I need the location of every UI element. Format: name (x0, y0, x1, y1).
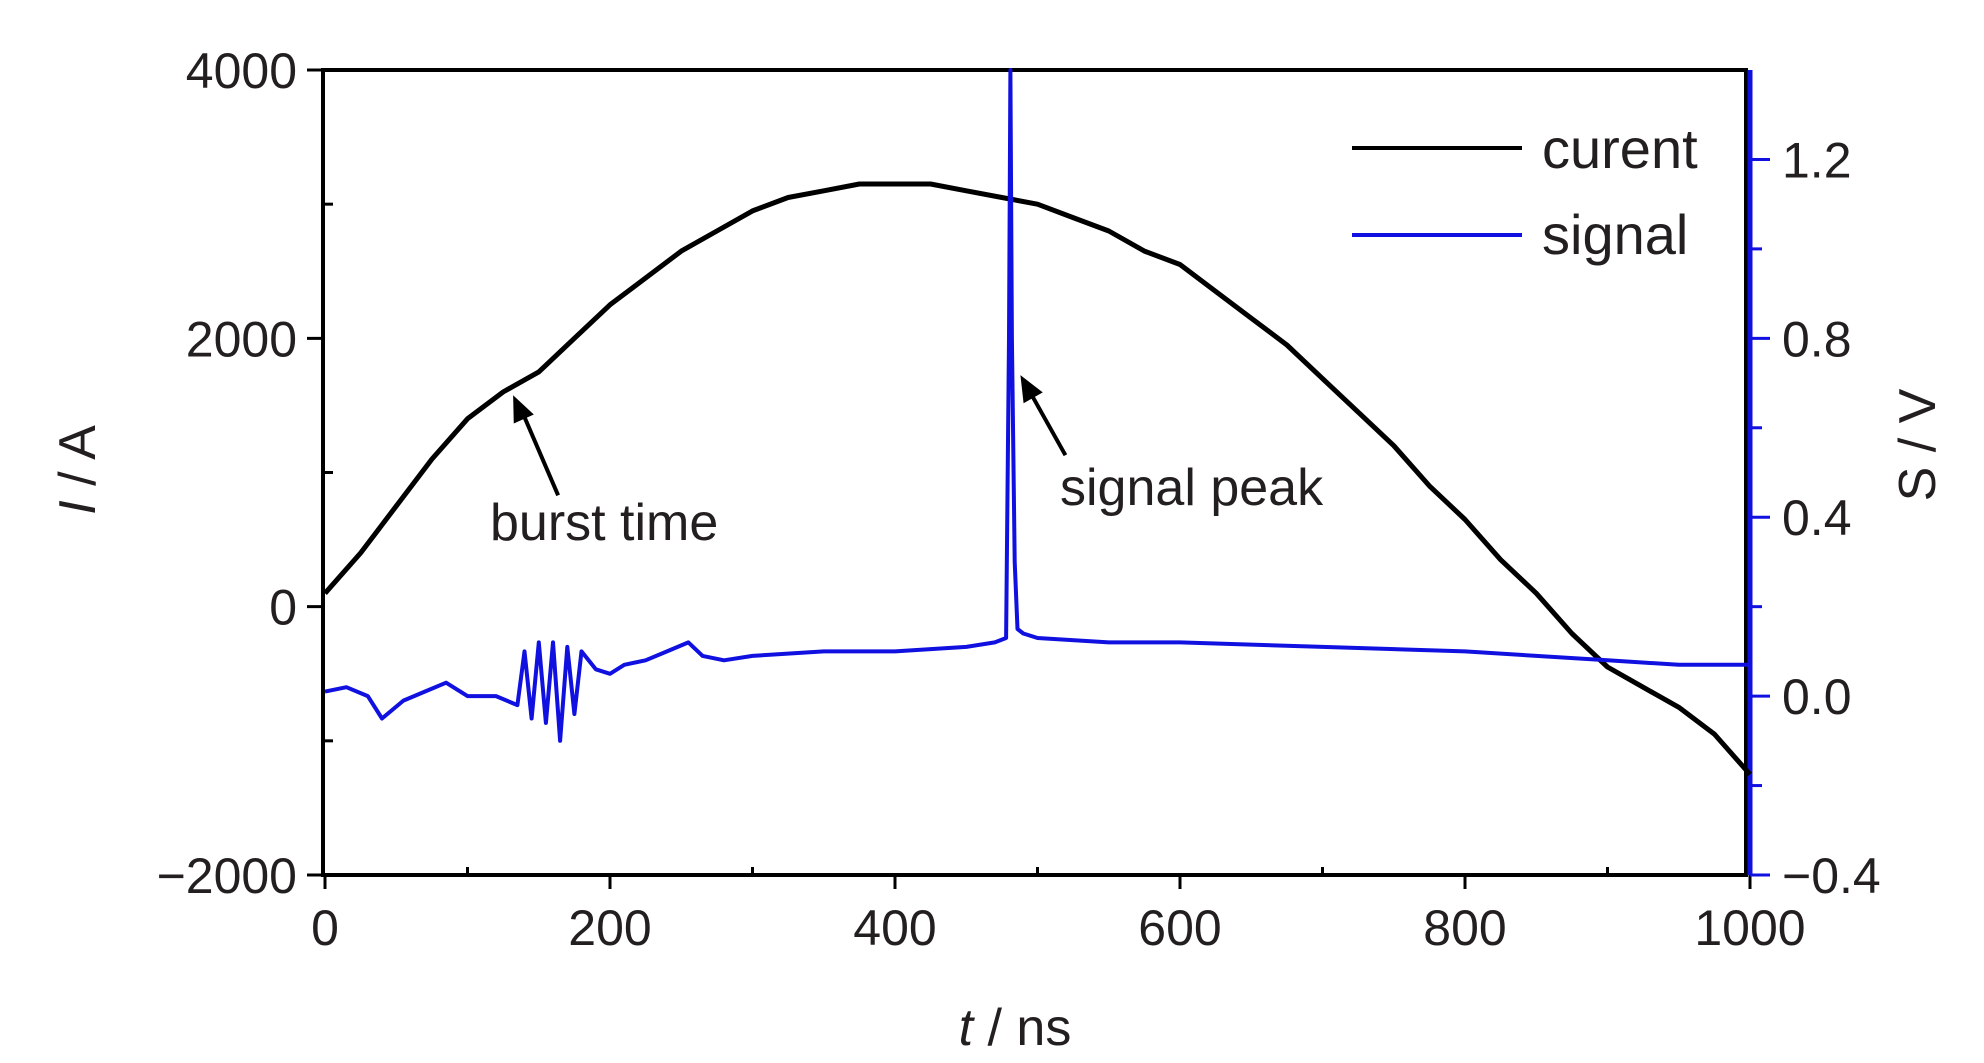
legend-box (1340, 118, 1705, 268)
left-axis-title: I / A (49, 425, 107, 515)
right-axis-title: S / V (1889, 388, 1947, 501)
annotation-burst-time: burst time (490, 494, 718, 552)
annotation-arrow-shaft (519, 408, 560, 497)
left-tick-label: 2000 (186, 311, 297, 367)
annotation-arrow-shaft (1026, 388, 1068, 457)
right-tick-label: −0.4 (1782, 848, 1881, 904)
left-tick-label: 0 (269, 580, 297, 636)
left-tick-label: 4000 (186, 43, 297, 99)
right-tick-label: 0.8 (1782, 311, 1852, 367)
x-axis-variable: t (959, 999, 976, 1057)
left-axis-variable: I (49, 500, 107, 514)
x-axis-ticks: 0 200 400 600 800 1000 (311, 867, 1806, 956)
annotation-arrow-head (1020, 375, 1043, 404)
series-layer (323, 68, 1752, 777)
right-axis-ticks: −0.4 0.0 0.4 0.8 1.2 (1750, 132, 1881, 904)
series-line-signal (324, 68, 1750, 743)
left-tick-label: −2000 (157, 848, 297, 904)
right-tick-label: 0.0 (1782, 669, 1852, 725)
annotation-arrow-head (513, 395, 534, 424)
left-axis-unit: / A (49, 425, 107, 500)
legend-label-curent: curent (1542, 117, 1698, 180)
legend: curent signal (1340, 117, 1705, 268)
x-tick-label: 0 (311, 900, 339, 956)
right-tick-label: 1.2 (1782, 132, 1852, 188)
series-line-curent (323, 181, 1752, 777)
x-tick-label: 600 (1138, 900, 1221, 956)
annotation-signal-peak: signal peak (1060, 459, 1324, 517)
annotation-layer: burst time signal peak (490, 375, 1324, 552)
x-axis-unit: / ns (973, 999, 1071, 1057)
x-tick-label: 200 (568, 900, 651, 956)
x-tick-label: 800 (1423, 900, 1506, 956)
legend-label-signal: signal (1542, 203, 1688, 266)
right-tick-label: 0.4 (1782, 490, 1852, 546)
x-tick-label: 400 (853, 900, 936, 956)
x-tick-label: 1000 (1694, 900, 1805, 956)
left-axis-ticks: −2000 0 2000 4000 (157, 43, 333, 904)
x-axis-title: t / ns (959, 999, 1072, 1057)
